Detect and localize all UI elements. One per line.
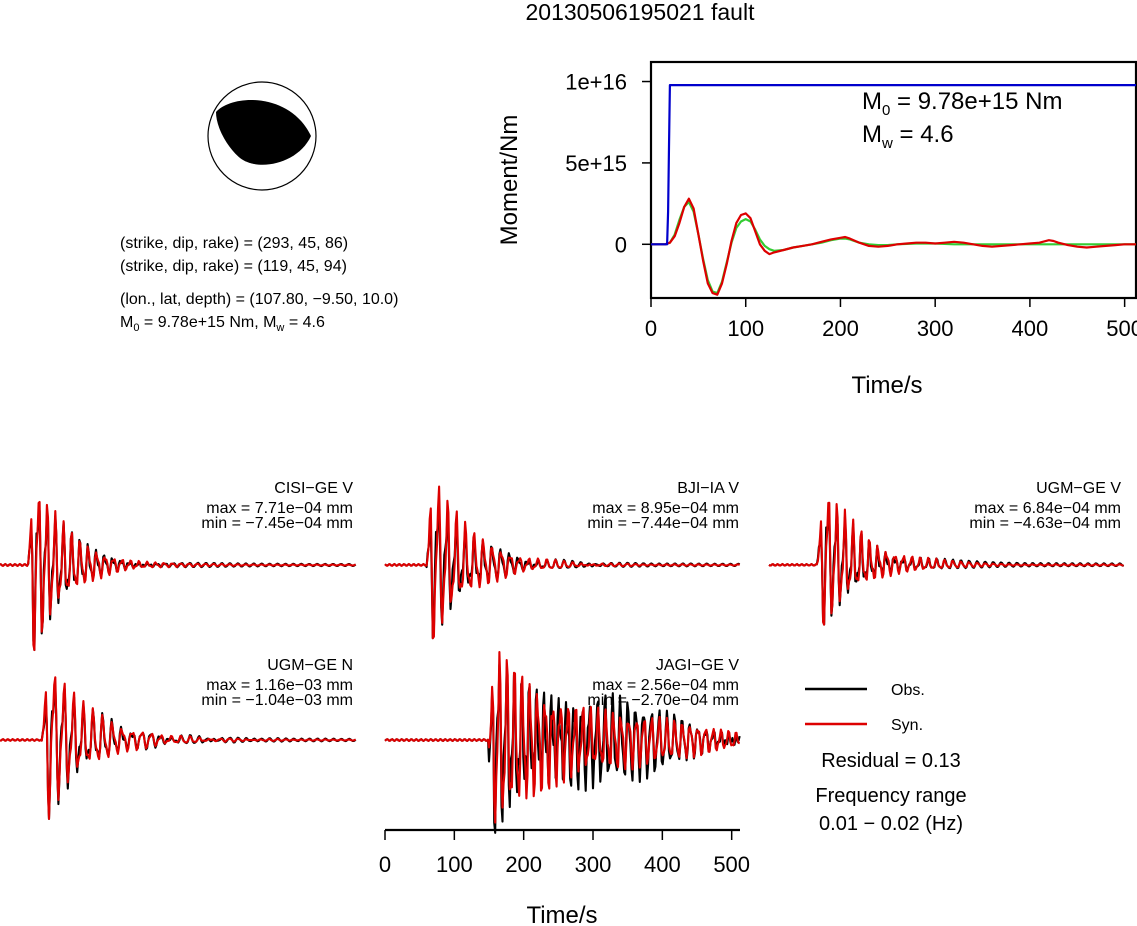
focal-mechanism-beachball bbox=[207, 81, 317, 191]
waveform-xtick-label: 500 bbox=[713, 852, 750, 877]
station-min: min = −4.63e−04 mm bbox=[969, 515, 1121, 532]
moment-ylabel: Moment/Nm bbox=[496, 115, 523, 246]
station-max: max = 6.84e−04 mm bbox=[974, 500, 1121, 517]
moment-plot-series bbox=[651, 83, 1136, 296]
station-min: min = −7.45e−04 mm bbox=[201, 515, 353, 532]
waveform-syn bbox=[0, 500, 356, 652]
station-max: max = 7.71e−04 mm bbox=[206, 500, 353, 517]
waveform-xlabel: Time/s bbox=[526, 902, 597, 926]
station-name: CISI−GE V bbox=[274, 480, 353, 497]
moment-ytick-label: 1e+16 bbox=[565, 70, 627, 95]
moment-xtick-label: 200 bbox=[822, 316, 859, 341]
moment-series-red bbox=[651, 197, 1136, 296]
mechanism-plane-2: (strike, dip, rake) = (119, 45, 94) bbox=[120, 258, 347, 275]
station-max: max = 2.56e−04 mm bbox=[592, 677, 739, 694]
waveform-time-axis: 0 100 200 300 400 500 bbox=[379, 828, 750, 877]
moment-plot-axes: 0 100 200 300 400 500 0 5e+15 1e+16 bbox=[565, 70, 1137, 341]
mechanism-plane-1: (strike, dip, rake) = (293, 45, 86) bbox=[120, 235, 348, 252]
station-min: min = −2.70e−04 mm bbox=[587, 692, 739, 709]
moment-mw-annotation: Mw = 4.6 bbox=[862, 121, 954, 152]
figure-title: 20130506195021 fault bbox=[526, 0, 756, 25]
station-name: BJI−IA V bbox=[677, 480, 739, 497]
waveform-syn bbox=[384, 650, 741, 824]
waveform-xtick-label: 200 bbox=[505, 852, 542, 877]
mechanism-location: (lon., lat, depth) = (107.80, −9.50, 10.… bbox=[120, 291, 398, 308]
waveform-syn bbox=[768, 501, 1124, 626]
station-max: max = 8.95e−04 mm bbox=[592, 500, 739, 517]
station-name: UGM−GE N bbox=[267, 657, 353, 674]
station-max: max = 1.16e−03 mm bbox=[206, 677, 353, 694]
station-name: JAGI−GE V bbox=[656, 657, 739, 674]
station-min: min = −7.44e−04 mm bbox=[587, 515, 739, 532]
moment-xlabel: Time/s bbox=[851, 372, 922, 399]
waveform-xtick-label: 100 bbox=[436, 852, 473, 877]
waveform-syn bbox=[384, 485, 741, 640]
moment-xtick-label: 500 bbox=[1106, 316, 1137, 341]
frequency-range-value: 0.01 − 0.02 (Hz) bbox=[819, 813, 963, 835]
waveform-xtick-label: 400 bbox=[644, 852, 681, 877]
moment-m0-annotation: M0 = 9.78e+15 Nm bbox=[862, 88, 1062, 119]
waveform-syn bbox=[0, 676, 357, 820]
waveform-xtick-label: 300 bbox=[575, 852, 612, 877]
moment-ytick-label: 5e+15 bbox=[565, 151, 627, 176]
moment-xtick-label: 0 bbox=[645, 316, 657, 341]
frequency-range-label: Frequency range bbox=[815, 785, 966, 807]
legend-obs-label: Obs. bbox=[891, 682, 925, 699]
residual-text: Residual = 0.13 bbox=[821, 750, 961, 772]
moment-xtick-label: 100 bbox=[727, 316, 764, 341]
moment-rate-plot: 0 100 200 300 400 500 0 5e+15 1e+16 Moment/Nm Ti… bbox=[496, 60, 1137, 399]
moment-ytick-label: 0 bbox=[615, 232, 627, 257]
moment-xtick-label: 300 bbox=[917, 316, 954, 341]
moment-plot-frame bbox=[649, 60, 1137, 300]
station-name: UGM−GE V bbox=[1036, 480, 1121, 497]
waveform-xtick-label: 0 bbox=[379, 852, 391, 877]
moment-xtick-label: 400 bbox=[1012, 316, 1049, 341]
waveform-legend: Obs. Syn. Residual = 0.13 Frequency rang… bbox=[805, 682, 967, 835]
legend-syn-label: Syn. bbox=[891, 717, 923, 734]
station-min: min = −1.04e−03 mm bbox=[201, 692, 353, 709]
mechanism-moment: M0 = 9.78e+15 Nm, Mw = 4.6 bbox=[120, 314, 325, 334]
moment-series-blue bbox=[651, 83, 1136, 246]
